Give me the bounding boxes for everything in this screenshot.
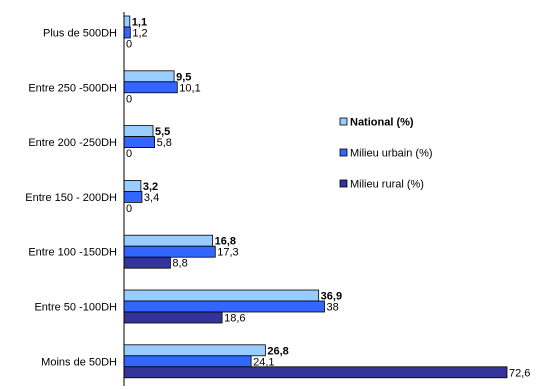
data-label-national: 36,9 <box>321 291 342 303</box>
data-label-rural: 0 <box>126 148 132 160</box>
bar-urbain <box>123 245 216 258</box>
bars-layer <box>123 15 508 379</box>
legend-label-urbain: Milieu urbain (%) <box>350 148 433 160</box>
data-label-national: 16,8 <box>215 236 236 248</box>
bar-rural <box>123 256 171 269</box>
category-label: Entre 100 -150DH <box>28 247 117 259</box>
data-label-rural: 72,6 <box>509 367 530 379</box>
category-label: Plus de 500DH <box>43 28 117 40</box>
data-label-national: 5,5 <box>155 126 170 138</box>
data-label-urbain: 1,2 <box>132 28 147 40</box>
data-label-urbain: 10,1 <box>179 82 200 94</box>
bar-urbain <box>123 136 155 149</box>
bar-urbain <box>123 26 131 39</box>
bar-national <box>123 234 214 247</box>
data-label-urbain: 38 <box>326 302 338 314</box>
bar-rural <box>123 366 508 379</box>
bar-urbain <box>123 81 178 94</box>
data-label-urbain: 24,1 <box>253 356 274 368</box>
data-label-urbain: 3,4 <box>144 192 159 204</box>
category-label: Entre 50 -100DH <box>34 302 117 314</box>
category-label: Entre 200 -250DH <box>28 137 117 149</box>
data-label-national: 1,1 <box>132 17 147 29</box>
bar-national <box>123 125 154 137</box>
bar-national <box>123 289 320 302</box>
data-label-rural: 18,6 <box>224 313 245 325</box>
bar-rural <box>123 311 223 324</box>
data-label-national: 26,8 <box>267 345 288 357</box>
category-label: Entre 250 -500DH <box>28 82 117 94</box>
data-label-rural: 0 <box>126 39 132 51</box>
bar-urbain <box>123 355 252 368</box>
data-label-urbain: 17,3 <box>217 247 238 259</box>
data-label-national: 9,5 <box>176 71 191 83</box>
legend-swatch-national <box>339 117 348 126</box>
legend-swatch-rural <box>339 179 348 188</box>
bar-national <box>123 179 142 192</box>
data-label-rural: 0 <box>126 93 132 105</box>
legend-label-national: National (%) <box>350 117 414 129</box>
data-label-urbain: 5,8 <box>157 137 172 149</box>
data-label-rural: 0 <box>126 203 132 215</box>
data-label-rural: 8,8 <box>172 258 187 270</box>
legend-swatch-urbain <box>339 148 348 157</box>
category-label: Entre 150 - 200DH <box>25 192 117 204</box>
category-label: Moins de 50DH <box>41 356 117 368</box>
legend-label-rural: Milieu rural (%) <box>350 179 424 191</box>
data-label-national: 3,2 <box>143 181 158 193</box>
bar-national <box>123 15 131 28</box>
legend: National (%) Milieu urbain (%) Milieu rura… <box>339 117 433 191</box>
bar-national <box>123 344 266 357</box>
bar-urbain <box>123 190 143 203</box>
bar-urbain <box>123 300 325 313</box>
bar-national <box>123 70 175 83</box>
